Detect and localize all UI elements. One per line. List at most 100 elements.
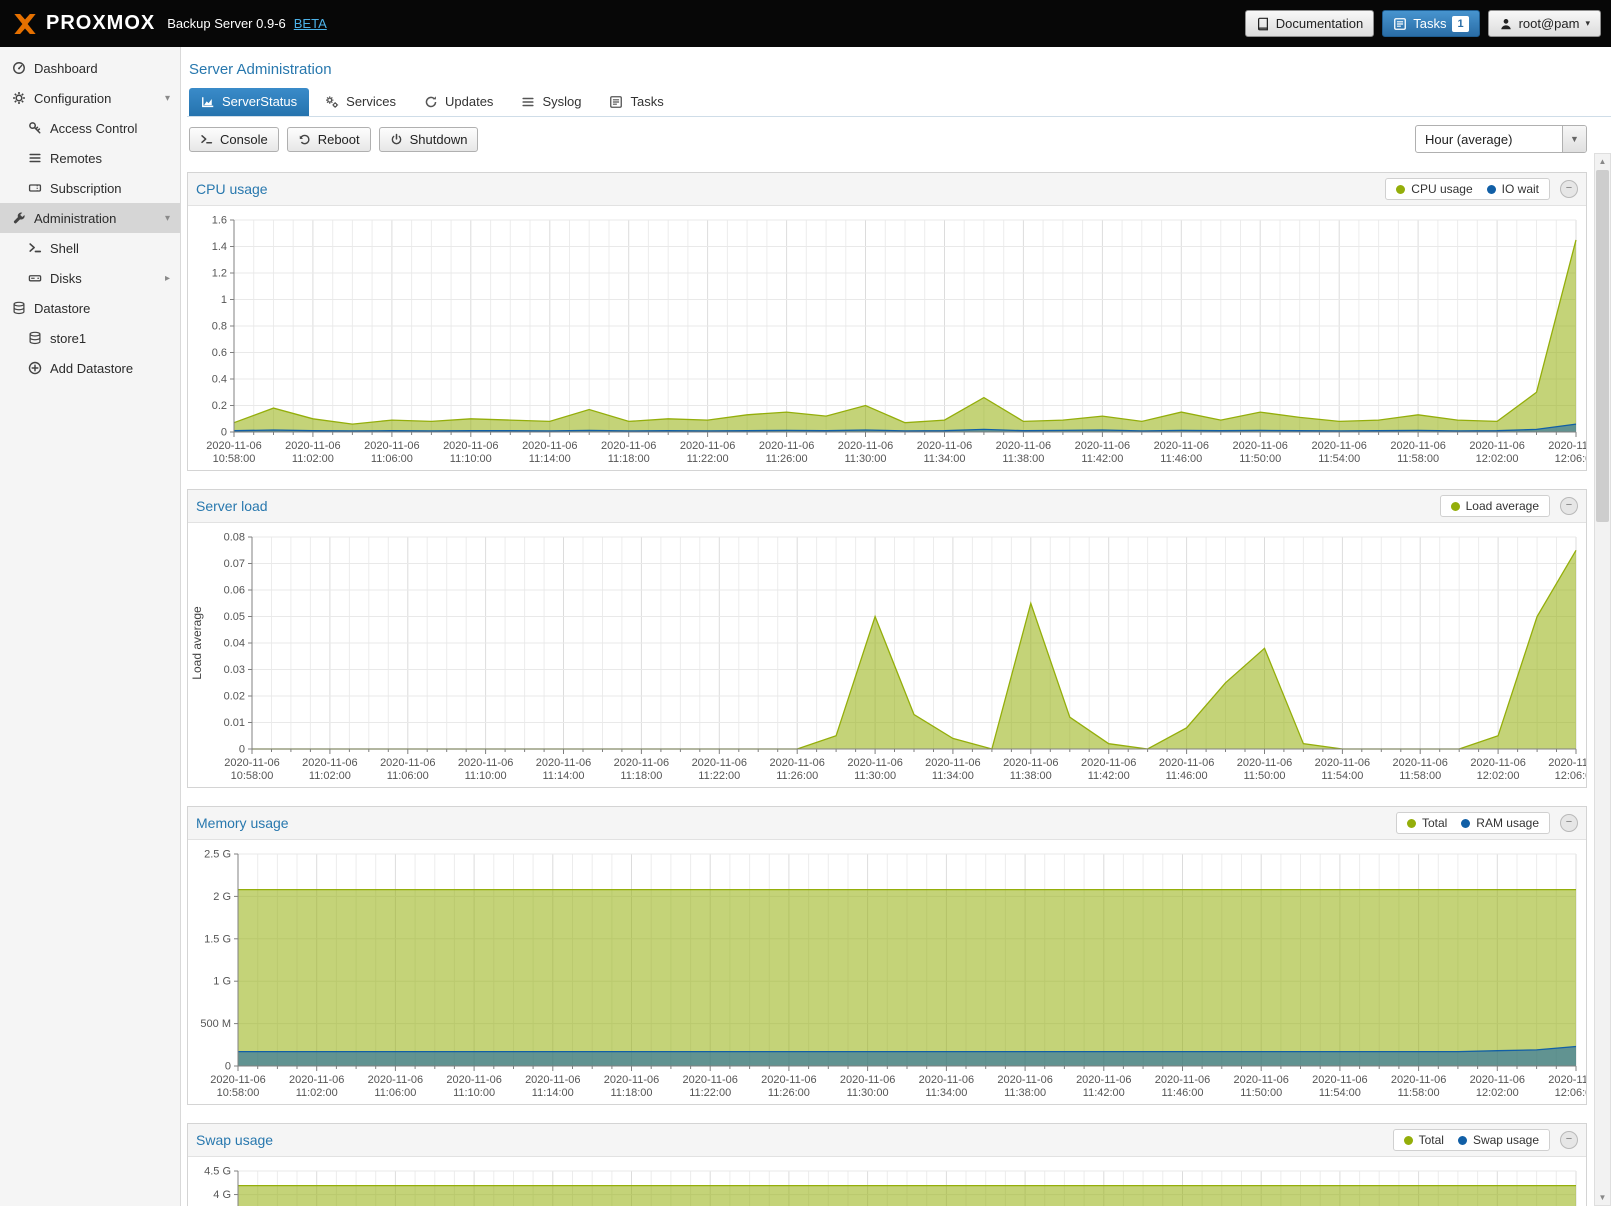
- sidebar-item-add-datastore[interactable]: Add Datastore: [0, 353, 180, 383]
- tasks-icon: [1393, 17, 1407, 31]
- legend-item: CPU usage: [1396, 182, 1473, 196]
- panel-title: Memory usage: [196, 815, 289, 831]
- svg-text:11:06:00: 11:06:00: [374, 1087, 416, 1099]
- beta-link[interactable]: BETA: [293, 16, 327, 31]
- undo-icon: [298, 133, 311, 146]
- scroll-up-icon[interactable]: ▲: [1595, 154, 1610, 169]
- svg-text:1: 1: [221, 294, 227, 306]
- list-icon: [28, 151, 42, 165]
- svg-text:2020-11-06: 2020-11-06: [443, 440, 498, 452]
- svg-text:11:02:00: 11:02:00: [292, 453, 334, 465]
- documentation-button[interactable]: Documentation: [1244, 10, 1375, 37]
- scrollbar-thumb[interactable]: [1596, 170, 1609, 522]
- reboot-button[interactable]: Reboot: [286, 126, 371, 152]
- vertical-scrollbar[interactable]: ▲ ▼: [1594, 153, 1611, 1206]
- legend-item: Total: [1403, 1133, 1444, 1147]
- chart-area-icon: [201, 95, 215, 109]
- sidebar-item-datastore[interactable]: Datastore: [0, 293, 180, 323]
- svg-text:0.2: 0.2: [212, 400, 227, 412]
- svg-text:2020-11-06: 2020-11-06: [224, 757, 279, 769]
- svg-text:1.5 G: 1.5 G: [204, 933, 231, 945]
- svg-text:2020-11-06: 2020-11-06: [840, 1074, 895, 1086]
- legend-dot: [1403, 1135, 1413, 1145]
- legend-dot: [1396, 184, 1406, 194]
- tab-services[interactable]: Services: [313, 88, 408, 116]
- svg-text:11:10:00: 11:10:00: [465, 770, 507, 782]
- shutdown-label: Shutdown: [409, 131, 468, 147]
- legend-item: IO wait: [1486, 182, 1539, 196]
- sidebar-item-label: Subscription: [50, 180, 122, 196]
- collapse-panel-icon[interactable]: −: [1560, 497, 1578, 515]
- svg-text:1.6: 1.6: [212, 215, 227, 227]
- page-title: Server Administration: [189, 61, 332, 78]
- gear-icon: [12, 91, 26, 105]
- sidebar-item-access-control[interactable]: Access Control: [0, 113, 180, 143]
- svg-text:2020-11-06: 2020-11-06: [614, 757, 669, 769]
- svg-text:12:02:00: 12:02:00: [1476, 1087, 1519, 1099]
- svg-text:2020-11-06: 2020-11-06: [210, 1074, 265, 1086]
- sidebar-item-shell[interactable]: Shell: [0, 233, 180, 263]
- svg-text:2020-11-06: 2020-11-06: [838, 440, 893, 452]
- svg-text:2020-11-06: 2020-11-06: [1076, 1074, 1131, 1086]
- sidebar-item-label: Shell: [50, 240, 79, 256]
- svg-text:11:22:00: 11:22:00: [687, 453, 729, 465]
- legend: Load average: [1439, 495, 1550, 517]
- sidebar-item-subscription[interactable]: Subscription: [0, 173, 180, 203]
- shutdown-button[interactable]: Shutdown: [378, 126, 479, 152]
- user-menu-button[interactable]: root@pam ▾: [1487, 10, 1601, 37]
- svg-text:2020-11-06: 2020-11-06: [1315, 757, 1370, 769]
- tab-label: Tasks: [630, 94, 664, 109]
- svg-text:0.01: 0.01: [224, 717, 245, 729]
- svg-text:11:26:00: 11:26:00: [766, 453, 808, 465]
- legend-label: Total: [1421, 816, 1448, 830]
- sidebar-item-store1[interactable]: store1: [0, 323, 180, 353]
- svg-text:4.5 G: 4.5 G: [204, 1166, 231, 1178]
- legend-label: IO wait: [1501, 182, 1539, 196]
- console-label: Console: [220, 131, 268, 147]
- sidebar-item-dashboard[interactable]: Dashboard: [0, 53, 180, 83]
- sidebar-item-configuration[interactable]: Configuration ▾: [0, 83, 180, 113]
- collapse-panel-icon[interactable]: −: [1560, 814, 1578, 832]
- tasks-button[interactable]: Tasks 1: [1382, 10, 1480, 37]
- tab-syslog[interactable]: Syslog: [509, 88, 593, 116]
- ticket-icon: [28, 181, 42, 195]
- svg-text:0.4: 0.4: [212, 374, 227, 386]
- legend-label: Total: [1418, 1133, 1444, 1147]
- svg-text:10:58:00: 10:58:00: [217, 1087, 260, 1099]
- console-button[interactable]: Console: [189, 126, 279, 152]
- collapse-panel-icon[interactable]: −: [1560, 1131, 1578, 1149]
- svg-text:11:06:00: 11:06:00: [387, 770, 429, 782]
- collapse-panel-icon[interactable]: −: [1560, 180, 1578, 198]
- svg-text:2020-11-06: 2020-11-06: [925, 757, 980, 769]
- svg-text:11:38:00: 11:38:00: [1010, 770, 1052, 782]
- scroll-down-icon[interactable]: ▼: [1595, 1190, 1610, 1205]
- tab-serverstatus[interactable]: ServerStatus: [189, 88, 310, 116]
- svg-text:0.05: 0.05: [224, 611, 245, 623]
- svg-text:2020-11-06: 2020-11-06: [769, 757, 824, 769]
- svg-text:2020-11-06: 2020-11-06: [1155, 1074, 1210, 1086]
- svg-text:2020-11-06: 2020-11-06: [1392, 757, 1447, 769]
- tab-tasks[interactable]: Tasks: [597, 88, 675, 116]
- tab-label: Services: [346, 94, 397, 109]
- sidebar-item-label: Remotes: [50, 150, 103, 166]
- toolbar: Console Reboot Shutdown Hour (average) ▼: [181, 117, 1611, 162]
- gauge-icon: [12, 61, 26, 75]
- svg-text:2020-11-06: 2020-11-06: [206, 440, 261, 452]
- svg-text:11:54:00: 11:54:00: [1318, 453, 1360, 465]
- timeframe-select[interactable]: Hour (average) ▼: [1415, 125, 1587, 153]
- svg-text:4 G: 4 G: [213, 1189, 231, 1201]
- tasks-icon: [609, 95, 623, 109]
- svg-text:11:54:00: 11:54:00: [1319, 1087, 1361, 1099]
- svg-text:2020-11-06: 2020-11-06: [285, 440, 340, 452]
- svg-text:500 M: 500 M: [200, 1018, 231, 1030]
- sidebar-item-remotes[interactable]: Remotes: [0, 143, 180, 173]
- wrench-icon: [12, 211, 26, 225]
- sidebar-item-administration[interactable]: Administration ▾: [0, 203, 180, 233]
- sidebar-item-disks[interactable]: Disks ▸: [0, 263, 180, 293]
- svg-text:11:14:00: 11:14:00: [529, 453, 571, 465]
- svg-text:2020-11-06: 2020-11-06: [1391, 1074, 1446, 1086]
- panel-title: Server load: [196, 498, 268, 514]
- tab-updates[interactable]: Updates: [412, 88, 505, 116]
